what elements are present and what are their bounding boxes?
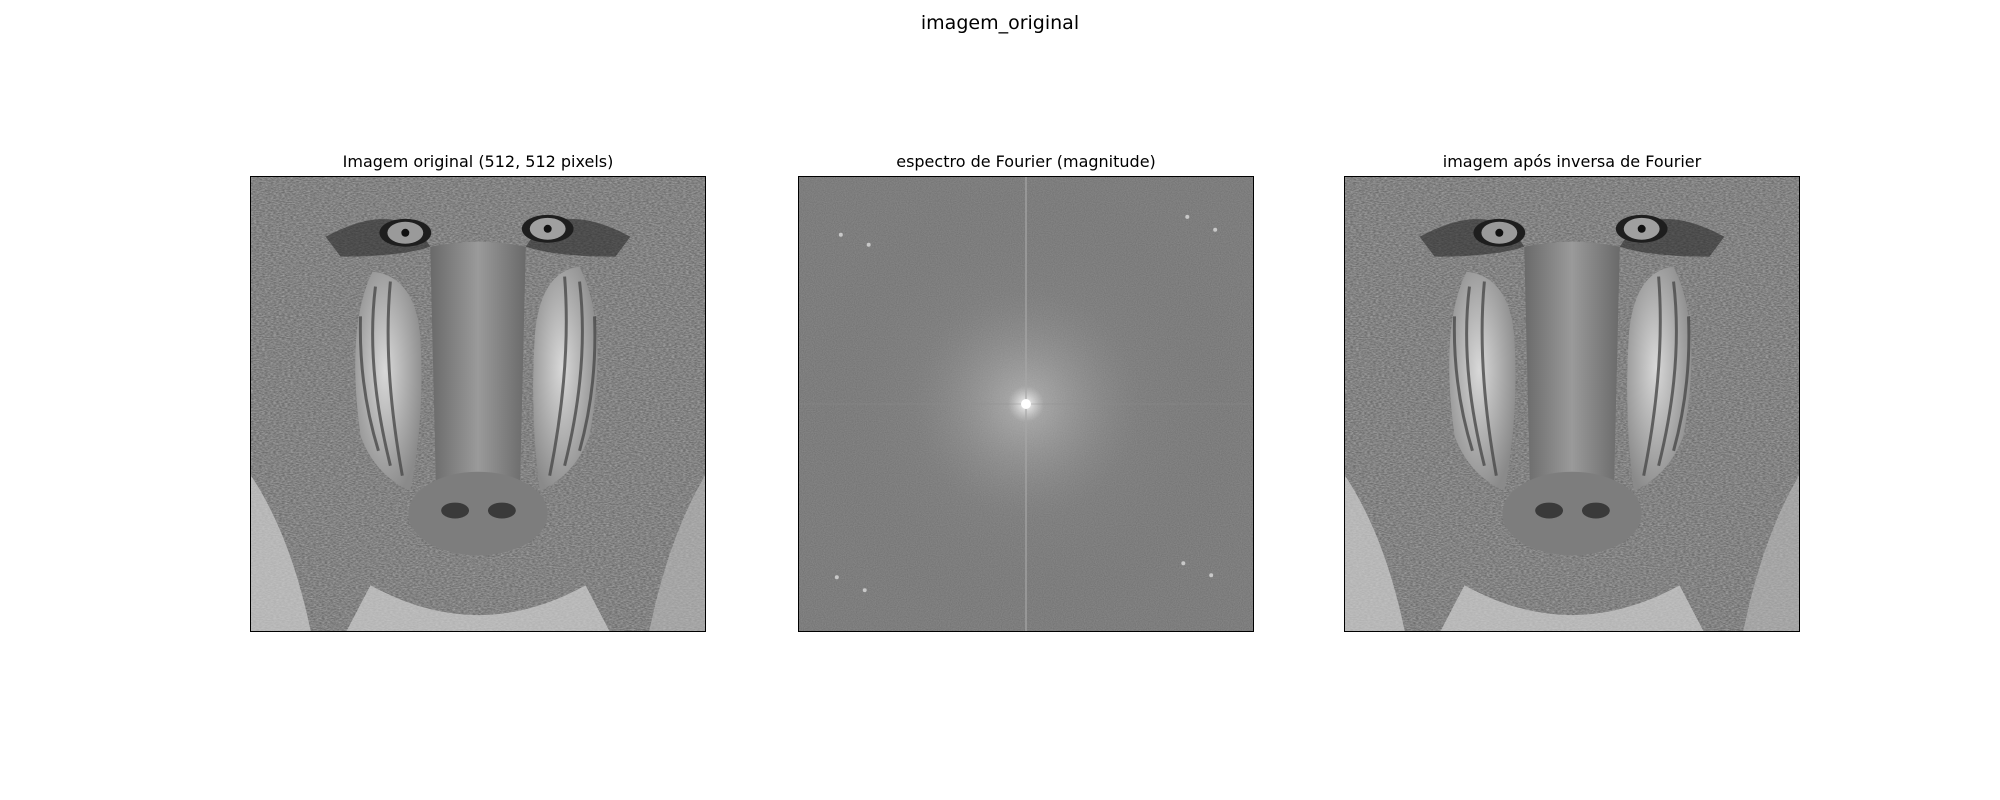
mandrill-reconstructed-image	[1345, 177, 1799, 631]
fourier-spectrum-image	[799, 177, 1253, 631]
panel-title-spectrum: espectro de Fourier (magnitude)	[896, 152, 1156, 171]
figure-suptitle: imagem_original	[920, 12, 1080, 34]
panel-title-inverse: imagem após inversa de Fourier	[1442, 152, 1702, 171]
panel-title-original: Imagem original (512, 512 pixels)	[342, 152, 614, 171]
mandrill-image	[251, 177, 705, 631]
fourier-spectrum-panel	[798, 176, 1254, 632]
inverse-image-panel	[1344, 176, 1800, 632]
original-image-panel	[250, 176, 706, 632]
